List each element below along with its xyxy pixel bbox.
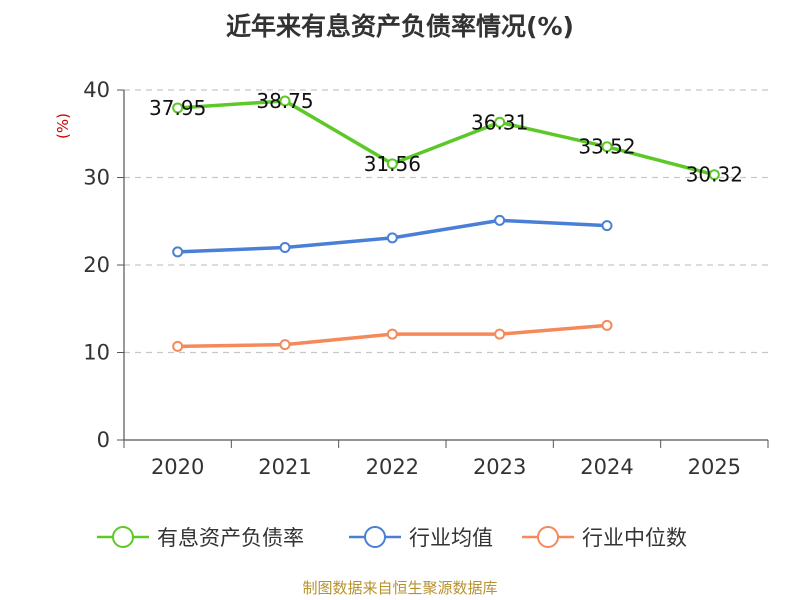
chart-title: 近年来有息资产负债率情况(%) <box>226 12 574 41</box>
source-note: 制图数据来自恒生聚源数据库 <box>302 579 497 597</box>
data-point <box>279 242 291 253</box>
x-tick-label: 2025 <box>688 455 741 479</box>
data-point <box>708 169 720 181</box>
y-tick-label: 20 <box>83 253 110 277</box>
series-line <box>175 99 717 177</box>
data-point <box>386 232 398 244</box>
data-point <box>601 319 613 331</box>
grid <box>124 89 768 354</box>
legend-label: 行业中位数 <box>582 526 687 550</box>
data-label: 33.52 <box>578 135 635 159</box>
data-label: 38.75 <box>256 89 313 113</box>
data-point <box>279 339 291 351</box>
legend-label: 行业均值 <box>409 526 493 550</box>
data-point <box>601 141 613 153</box>
data-point <box>601 220 613 232</box>
data-label: 37.95 <box>149 96 206 120</box>
legend-marker <box>112 526 134 548</box>
legend: 有息资产负债率 行业均值 行业中位数 <box>97 526 687 550</box>
legend-marker <box>537 526 559 548</box>
data-point <box>279 95 291 107</box>
y-tick-label: 0 <box>97 428 110 452</box>
x-tick-label: 2024 <box>580 455 633 479</box>
data-point <box>172 340 184 352</box>
data-label: 31.56 <box>364 152 421 176</box>
y-tick-label: 10 <box>83 341 110 365</box>
y-axis-label: (%) <box>54 113 72 139</box>
x-tick-label: 2020 <box>151 455 204 479</box>
x-tick-label: 2022 <box>366 455 419 479</box>
data-label: 36.31 <box>471 110 528 134</box>
y-tick-label: 40 <box>83 78 110 102</box>
y-tick-label: 30 <box>83 166 110 190</box>
data-point <box>494 214 506 226</box>
data-point <box>386 158 398 170</box>
data-labels: 37.95 38.75 31.56 36.31 33.52 30.32 <box>149 89 743 187</box>
series <box>172 95 720 352</box>
legend-label: 有息资产负债率 <box>157 526 304 550</box>
data-point <box>494 328 506 340</box>
data-point <box>172 102 184 114</box>
x-tick-label: 2023 <box>473 455 526 479</box>
data-point <box>494 116 506 128</box>
x-tick-label: 2021 <box>258 455 311 479</box>
axes: 0 10 20 30 40 2020 2021 2022 2023 2024 2025 <box>83 78 769 479</box>
data-point <box>172 246 184 258</box>
legend-marker <box>364 526 386 548</box>
data-label: 30.32 <box>686 163 743 187</box>
data-point <box>386 328 398 340</box>
